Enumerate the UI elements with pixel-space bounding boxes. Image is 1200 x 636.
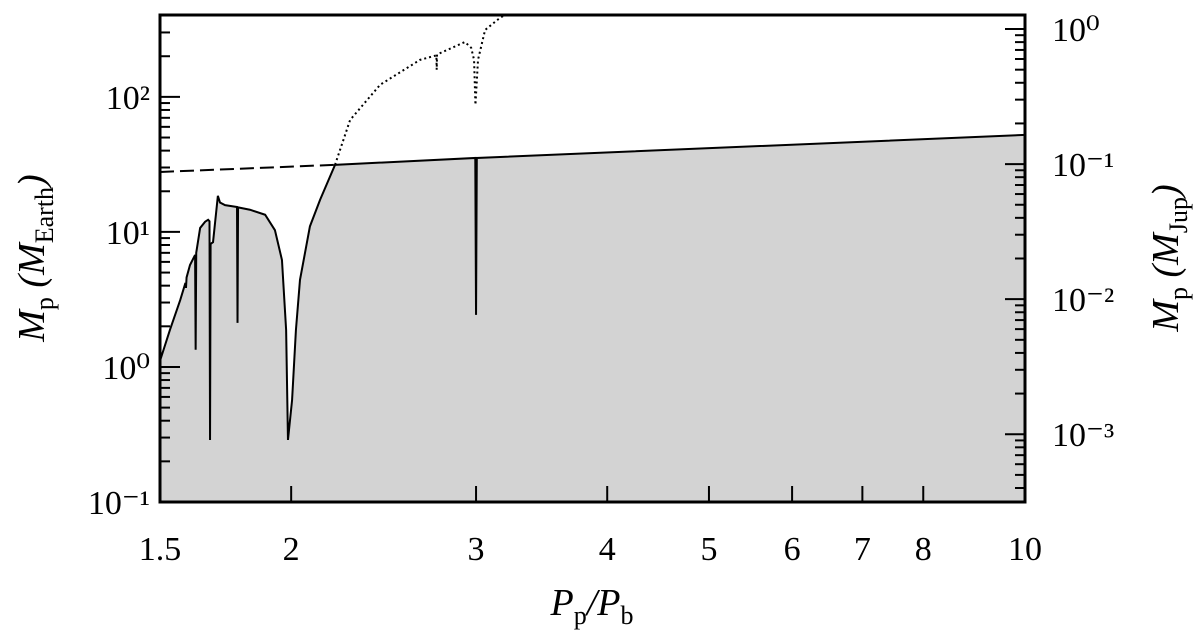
y2-tick-label: 10⁻² (1052, 282, 1114, 319)
plot-area (160, 15, 1025, 502)
y-tick-label: 10⁰ (102, 350, 150, 387)
y2-tick-label: 10⁻¹ (1052, 147, 1114, 184)
y-axis-label-part: p (30, 297, 59, 310)
x-axis-label-part: /P (585, 582, 621, 624)
y-axis-label-part: Earth (30, 187, 59, 243)
x-tick-label: 7 (854, 531, 871, 568)
y-tick-label: 10² (106, 80, 150, 117)
x-tick-label: 3 (468, 531, 485, 568)
y-axis-label-part: (M (11, 241, 53, 297)
x-axis-label-part: b (621, 601, 634, 630)
x-tick-label: 2 (283, 531, 300, 568)
x-tick-label: 8 (915, 531, 932, 568)
y2-tick-label: 10⁰ (1052, 12, 1100, 49)
x-axis-label-part: p (574, 601, 587, 630)
line (160, 163, 336, 173)
y2-axis-label-part: M (1145, 298, 1187, 333)
y2-axis-label-part: Jup (1164, 197, 1193, 233)
x-tick-label: 5 (700, 531, 717, 568)
y2-tick-label: 10⁻³ (1052, 417, 1114, 454)
y-axis-label-part: M (11, 308, 53, 343)
y2-axis-label: Mp (MJup) (1145, 184, 1193, 332)
x-tick-label: 4 (599, 531, 616, 568)
area (160, 134, 1025, 502)
y2-axis-label-part: p (1164, 287, 1193, 300)
y-tick-label: 10⁻¹ (88, 485, 150, 522)
axes: 1.5 2 3 4 5 6 7 8 10 10⁻¹ 10⁰ 10¹ 10² 10⁻³ 10⁻² 10⁻¹ 10⁰… (11, 12, 1193, 630)
x-tick-label: 6 (784, 531, 801, 568)
y-axis-label-part: ) (11, 174, 53, 189)
line (334, 15, 506, 166)
y2-axis-label-part: (M (1145, 231, 1187, 287)
y2-axis-label-part: ) (1145, 184, 1187, 199)
y-tick-label: 10¹ (106, 215, 150, 252)
x-axis-label: Pp/Pb (550, 582, 634, 630)
line (160, 133, 1025, 441)
x-axis-label-part: P (550, 582, 574, 624)
y-axis-label: Mp (MEarth) (11, 174, 59, 342)
x-tick-label: 10 (1008, 531, 1042, 568)
x-tick-label: 1.5 (139, 531, 182, 568)
